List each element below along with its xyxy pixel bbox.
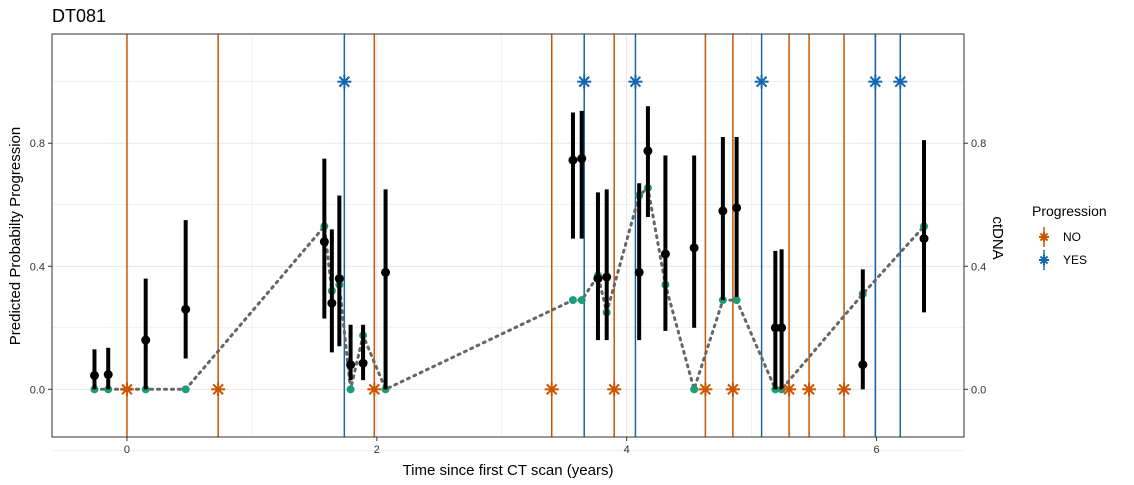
marker-stroke [783,383,795,395]
progression-marker-no [725,382,740,397]
prediction-point [327,298,337,308]
prediction-point [919,234,929,244]
prediction-point [358,358,368,368]
prediction-point [643,146,653,156]
progression-marker-no [698,382,713,397]
progression-marker-no [782,382,797,397]
progression-marker-yes [754,74,769,89]
progression-marker-no [607,382,622,397]
marker-stroke [755,76,768,88]
prediction-point [181,304,191,314]
prediction-point [770,323,780,333]
ctdna-line [93,184,926,395]
prediction-point [689,243,699,253]
marker-stroke [338,76,350,88]
gridlines [52,34,964,452]
prediction-point [334,274,344,284]
y-tick-label: 0.4 [30,261,45,273]
y2-tick-label: 0.8 [971,138,986,150]
progression-marker-no [211,382,226,397]
progression-marker-yes [337,74,352,89]
marker-stroke [869,76,881,88]
progression-marker-no [119,382,134,397]
marker-stroke [1039,255,1049,265]
marker-stroke [212,383,224,395]
ctdna-point [346,385,355,394]
marker-stroke [546,383,558,395]
legend-key-marker [1039,232,1049,242]
prediction-point [660,249,670,259]
progression-marker-no [837,382,852,397]
legend-label: NO [1063,230,1081,244]
prediction-point [89,370,99,380]
prediction-point [103,370,113,380]
x-tick-label: 4 [624,444,630,456]
x-tick-label: 6 [873,444,879,456]
x-tick-label: 0 [124,444,130,456]
legend: Progression NO YES [1032,203,1107,270]
marker-stroke [699,383,712,395]
legend-key-marker [1039,255,1049,265]
chart-title: DT081 [52,6,106,26]
x-tick-label: 2 [374,444,380,456]
marker-stroke [608,383,620,395]
prediction-point [381,267,391,277]
y-tick-label: 0.8 [30,138,45,150]
ctdna-point [690,385,699,394]
prediction-layer [89,106,929,390]
progression-markers [119,74,908,397]
ctdna-point [181,385,190,394]
progression-marker-no [544,382,559,397]
progression-marker-no [802,382,817,397]
y2-tick-label: 0.0 [971,384,986,396]
ctdna-layer [90,183,929,395]
y2-tick-label: 0.4 [971,261,986,273]
x-axis-title: Time since first CT scan (years) [403,462,614,479]
progression-lines [126,34,902,437]
progression-marker-no [367,382,382,397]
prediction-point [858,360,868,370]
marker-stroke [727,383,739,395]
ctdna-point [568,296,577,305]
prediction-point [141,335,151,345]
prediction-point [319,237,329,247]
legend-label: YES [1063,253,1087,267]
y-tick-label: 0.0 [30,384,45,396]
prediction-point [602,272,612,282]
prediction-point [346,360,356,370]
marker-stroke [121,383,133,395]
marker-stroke [803,383,815,395]
panel-border [51,33,965,438]
y2-axis-title: ctDNA [989,216,1006,259]
marker-stroke [838,383,850,395]
progression-marker-yes [628,74,643,89]
legend-title: Progression [1032,203,1107,219]
prediction-point [732,203,742,213]
prediction-point [634,267,644,277]
prediction-point [777,323,787,333]
marker-stroke [1039,232,1049,242]
progression-marker-yes [893,74,908,89]
prediction-point [718,206,728,216]
prediction-point [593,274,603,284]
prediction-point [568,155,578,165]
marker-stroke [578,76,590,88]
progression-marker-yes [868,74,883,89]
axis-ticks: 0 2 4 6 0.0 0.0 0.4 0.4 0.8 0.8 [30,138,987,456]
progression-marker-yes [577,74,592,89]
marker-stroke [368,383,380,395]
ctdna-point [577,296,586,305]
marker-stroke [894,76,906,88]
prediction-point [577,154,587,164]
ctdna-point [732,296,741,305]
y-axis-title: Predicted Probabilty Progression [7,127,24,345]
marker-stroke [629,76,642,88]
